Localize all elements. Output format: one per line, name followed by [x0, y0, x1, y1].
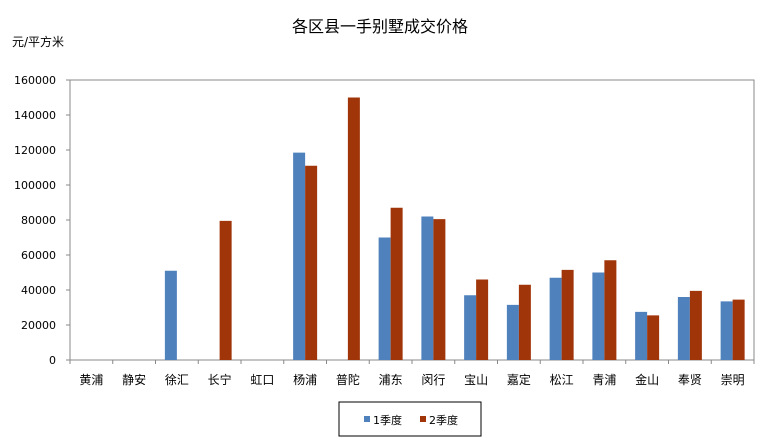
y-axis-label: 元/平方米 [12, 34, 64, 49]
bar-1-崇明 [720, 301, 733, 360]
y-tick-label: 100000 [14, 179, 56, 192]
bar-1-徐汇 [164, 270, 177, 360]
x-tick-label: 浦东 [379, 373, 403, 387]
bar-2-奉贤 [689, 290, 702, 360]
bar-2-金山 [647, 315, 660, 360]
x-tick-label: 虹口 [250, 373, 274, 387]
y-tick-label: 120000 [14, 144, 56, 157]
bar-1-杨浦 [293, 152, 306, 360]
x-tick-label: 青浦 [592, 373, 616, 387]
bar-1-金山 [635, 311, 648, 360]
bar-series [164, 97, 745, 360]
x-tick-label: 松江 [550, 373, 574, 387]
bar-1-松江 [549, 277, 562, 360]
y-tick-label: 0 [49, 354, 56, 367]
y-tick-label: 160000 [14, 74, 56, 87]
legend-swatch-2 [420, 416, 426, 422]
bar-2-长宁 [219, 220, 232, 360]
bar-2-松江 [561, 269, 574, 360]
bar-2-杨浦 [305, 165, 318, 360]
legend-label-1: 1季度 [373, 413, 402, 427]
x-tick-label: 黄浦 [79, 373, 103, 387]
x-axis: 黄浦 静安 徐汇 长宁 虹口 杨浦 普陀 浦东 闵行 宝山 嘉定 松江 青浦 金山 奉贤 崇明 [69, 360, 755, 387]
bar-1-青浦 [592, 272, 605, 360]
y-tick-label: 20000 [21, 319, 56, 332]
bar-2-嘉定 [518, 284, 531, 360]
bar-2-闵行 [433, 219, 446, 360]
x-tick-label: 徐汇 [165, 372, 189, 387]
legend: 1季度 2季度 [338, 401, 482, 437]
chart-title: 各区县一手别墅成交价格 [292, 17, 468, 36]
bar-1-嘉定 [506, 304, 519, 360]
x-tick-label: 金山 [635, 372, 659, 387]
y-tick-label: 140000 [14, 109, 56, 122]
bar-2-普陀 [347, 97, 360, 360]
bar-2-崇明 [732, 299, 745, 360]
x-tick-label: 嘉定 [507, 372, 531, 387]
bar-2-青浦 [604, 260, 617, 360]
bar-2-浦东 [390, 207, 403, 360]
x-tick-label: 宝山 [464, 373, 488, 387]
bar-1-宝山 [464, 295, 477, 360]
legend-box [338, 401, 482, 437]
legend-label-2: 2季度 [429, 413, 458, 427]
x-tick-label: 杨浦 [293, 372, 317, 387]
x-tick-label: 崇明 [721, 373, 745, 387]
y-tick-label: 40000 [21, 284, 56, 297]
bar-1-闵行 [421, 216, 434, 360]
bar-2-宝山 [476, 279, 489, 360]
bar-1-奉贤 [677, 297, 690, 360]
x-tick-label: 普陀 [336, 372, 360, 387]
legend-swatch-1 [364, 416, 370, 422]
y-axis: 0 20000 40000 60000 80000 100000 120000 140000 1… [14, 74, 70, 367]
x-tick-label: 静安 [122, 372, 146, 387]
y-tick-label: 60000 [21, 249, 56, 262]
x-tick-label: 奉贤 [678, 373, 702, 387]
x-tick-label: 闵行 [421, 372, 445, 387]
bar-1-浦东 [378, 237, 391, 360]
x-tick-label: 长宁 [208, 372, 232, 387]
y-tick-label: 80000 [21, 214, 56, 227]
